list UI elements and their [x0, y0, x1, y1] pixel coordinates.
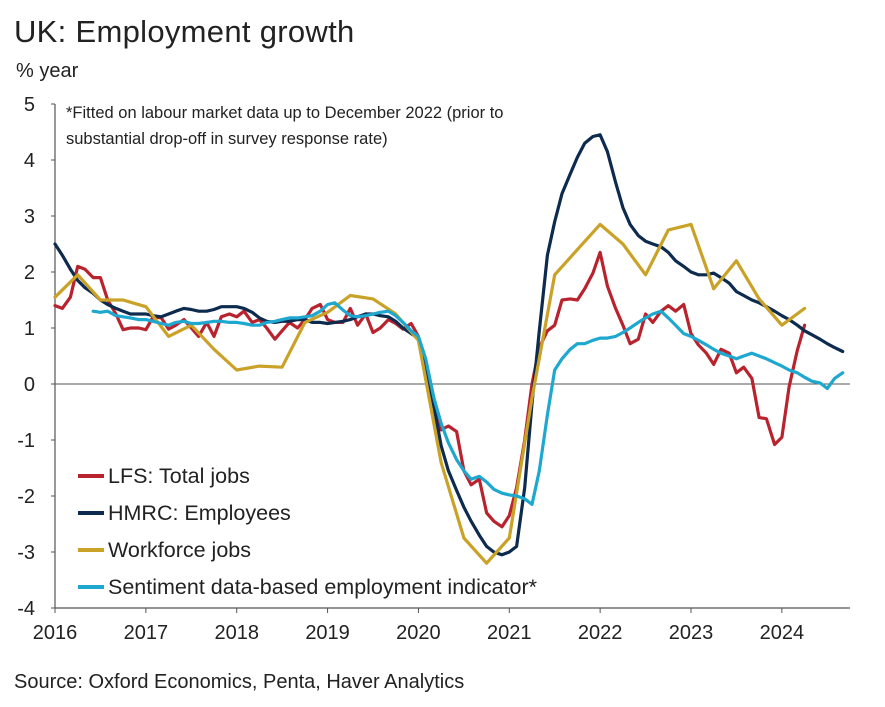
- x-tick-label: 2023: [669, 622, 714, 644]
- legend-label: Workforce jobs: [108, 538, 251, 562]
- source-note: Source: Oxford Economics, Penta, Haver A…: [14, 671, 465, 693]
- annotation: *Fitted on labour market data up to Dece…: [66, 104, 503, 148]
- y-tick-label: 2: [24, 262, 35, 284]
- y-tick-label: 5: [24, 94, 35, 116]
- y-tick-label: 0: [24, 374, 35, 396]
- x-tick-label: 2021: [487, 622, 532, 644]
- series-line-hmrc-employees: [53, 133, 845, 557]
- x-tick-label: 2020: [396, 622, 441, 644]
- x-tick-label: 2024: [760, 622, 805, 644]
- legend-label: Sentiment data-based employment indicato…: [108, 575, 538, 599]
- series-lines: [53, 133, 845, 565]
- series-line-sentiment-data-based-employment-indicator: [91, 301, 845, 506]
- x-tick-label: 2017: [124, 622, 169, 644]
- annotation-line: substantial drop-off in survey response …: [66, 130, 388, 148]
- x-axis: 2016 2017 2018 2019 2020 2021 2022 2023 2024: [33, 608, 804, 644]
- x-tick-label: 2016: [33, 622, 78, 644]
- y-axis-label: % year: [16, 60, 79, 82]
- y-tick-label: -4: [17, 598, 35, 620]
- chart-title: UK: Employment growth: [14, 14, 355, 49]
- series-line-workforce-jobs: [53, 222, 807, 565]
- annotation-line: *Fitted on labour market data up to Dece…: [66, 104, 503, 122]
- axes-lines: [54, 104, 850, 609]
- legend-label: HMRC: Employees: [108, 501, 291, 525]
- y-tick-label: -3: [17, 542, 35, 564]
- legend-label: LFS: Total jobs: [108, 464, 250, 488]
- y-tick-label: 1: [24, 318, 35, 340]
- x-tick-label: 2018: [214, 622, 259, 644]
- y-tick-label: -2: [17, 486, 35, 508]
- y-tick-label: -1: [17, 430, 35, 452]
- y-tick-label: 3: [24, 206, 35, 228]
- x-tick-label: 2022: [578, 622, 623, 644]
- y-tick-label: 4: [24, 150, 35, 172]
- x-tick-label: 2019: [305, 622, 350, 644]
- y-axis: 5 4 3 2 1 0 -1 -2 -3 -4: [17, 94, 55, 620]
- legend: LFS: Total jobs HMRC: Employees Workforce …: [78, 464, 538, 599]
